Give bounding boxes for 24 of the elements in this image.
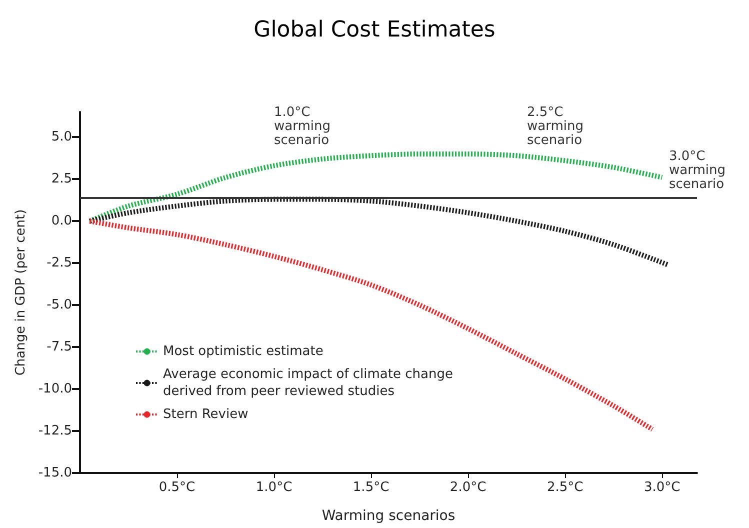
y-tick-label: -5.0 <box>46 298 72 313</box>
legend-label: Average economic impact of climate change derived from peer reviewed studies <box>163 367 458 399</box>
chart-title: Global Cost Estimates <box>254 18 496 42</box>
x-axis-title: Warming scenarios <box>322 508 456 524</box>
x-tick-label: 1.0°C <box>256 480 292 495</box>
y-tick-label: -12.5 <box>38 424 72 439</box>
y-tick-label: -7.5 <box>46 340 72 355</box>
x-tick-label: 2.5°C <box>546 480 584 495</box>
y-tick-label: 2.5 <box>51 172 72 187</box>
y-tick-label: -2.5 <box>46 256 72 271</box>
annotation: 1.0°C warming scenario <box>274 105 332 148</box>
x-tick-label: 3.0°C <box>644 480 680 495</box>
y-tick-label: 0.0 <box>51 214 72 229</box>
y-tick-label: 5.0 <box>51 130 72 145</box>
x-tick-label: 1.5°C <box>352 480 390 495</box>
y-tick-label: -15.0 <box>38 466 72 480</box>
annotation: 2.5°C warming scenario <box>527 105 584 148</box>
y-tick-label: -10.0 <box>38 382 72 397</box>
legend-label: Stern Review <box>163 407 249 422</box>
annotation: 3.0°C warming scenario <box>669 149 726 192</box>
x-tick-label: 0.5°C <box>158 480 196 495</box>
x-tick-label: 2.0°C <box>450 480 486 495</box>
y-axis-title: Change in GDP (per cent) <box>13 209 28 376</box>
legend-label: Most optimistic estimate <box>163 344 324 359</box>
